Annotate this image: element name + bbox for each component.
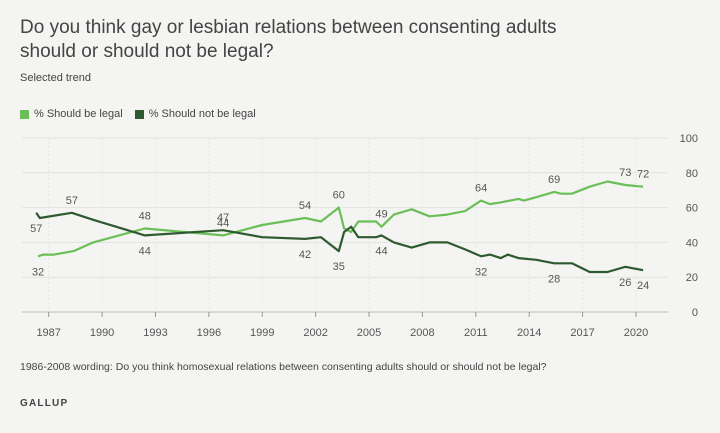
x-tick-label: 2005 — [357, 327, 381, 339]
data-label-legal: 49 — [375, 209, 387, 221]
data-label-not-legal: 44 — [375, 245, 387, 257]
data-label-legal: 64 — [475, 183, 487, 195]
y-tick-label: 40 — [686, 237, 698, 249]
series-line-should-not-be-legal — [35, 211, 644, 274]
chart-title: Do you think gay or lesbian relations be… — [20, 17, 557, 62]
y-tick-label: 80 — [686, 168, 698, 180]
legend-label-not-legal: % Should not be legal — [148, 108, 256, 120]
data-label-not-legal: 28 — [548, 273, 560, 285]
data-label-legal: 73 — [619, 167, 631, 179]
x-tick-label: 1987 — [36, 327, 60, 339]
data-label-not-legal: 32 — [475, 266, 487, 278]
data-label-not-legal: 44 — [139, 245, 151, 257]
data-label-legal: 47 — [217, 212, 229, 224]
wording-footnote: 1986-2008 wording: Do you think homosexu… — [20, 361, 547, 373]
x-tick-label: 1990 — [90, 327, 114, 339]
legend-label-legal: % Should be legal — [34, 108, 123, 120]
y-tick-label: 100 — [680, 133, 698, 145]
x-tick-label: 2014 — [517, 327, 541, 339]
data-label-legal: 54 — [299, 200, 311, 212]
chart-subtitle: Selected trend — [20, 72, 91, 84]
legend-swatch-legal — [20, 109, 29, 119]
data-label-not-legal: 35 — [333, 261, 345, 273]
x-tick-label: 1999 — [250, 327, 274, 339]
x-tick-label: 2017 — [570, 327, 594, 339]
legend-swatch-not-legal — [134, 109, 144, 119]
x-tick-label: 1996 — [197, 327, 221, 339]
x-tick-label: 2002 — [303, 327, 327, 339]
data-label-not-legal: 26 — [619, 277, 631, 289]
data-label-legal: 69 — [548, 174, 560, 186]
x-tick-label: 2011 — [464, 327, 488, 339]
legend-item-legal: % Should be legal — [20, 108, 123, 120]
data-label-legal: 48 — [139, 210, 151, 222]
data-label-legal: 60 — [333, 190, 345, 202]
data-label-not-legal: 24 — [637, 280, 649, 292]
source-label: GALLUP — [20, 398, 69, 409]
chart-legend: % Should be legal % Should not be legal — [20, 108, 256, 120]
data-label-not-legal: 57 — [30, 223, 42, 235]
x-tick-label: 2020 — [624, 327, 648, 339]
x-tick-label: 1993 — [143, 327, 167, 339]
data-label-not-legal: 57 — [66, 195, 78, 207]
y-tick-label: 20 — [686, 272, 698, 284]
data-label-not-legal: 44 — [217, 217, 229, 229]
x-tick-label: 2008 — [410, 327, 434, 339]
y-tick-label: 0 — [692, 307, 698, 319]
y-tick-label: 60 — [686, 203, 698, 215]
legend-item-not-legal: % Should not be legal — [134, 108, 256, 120]
data-label-legal: 32 — [32, 266, 44, 278]
data-label-legal: 72 — [637, 169, 649, 181]
data-label-not-legal: 42 — [299, 249, 311, 261]
